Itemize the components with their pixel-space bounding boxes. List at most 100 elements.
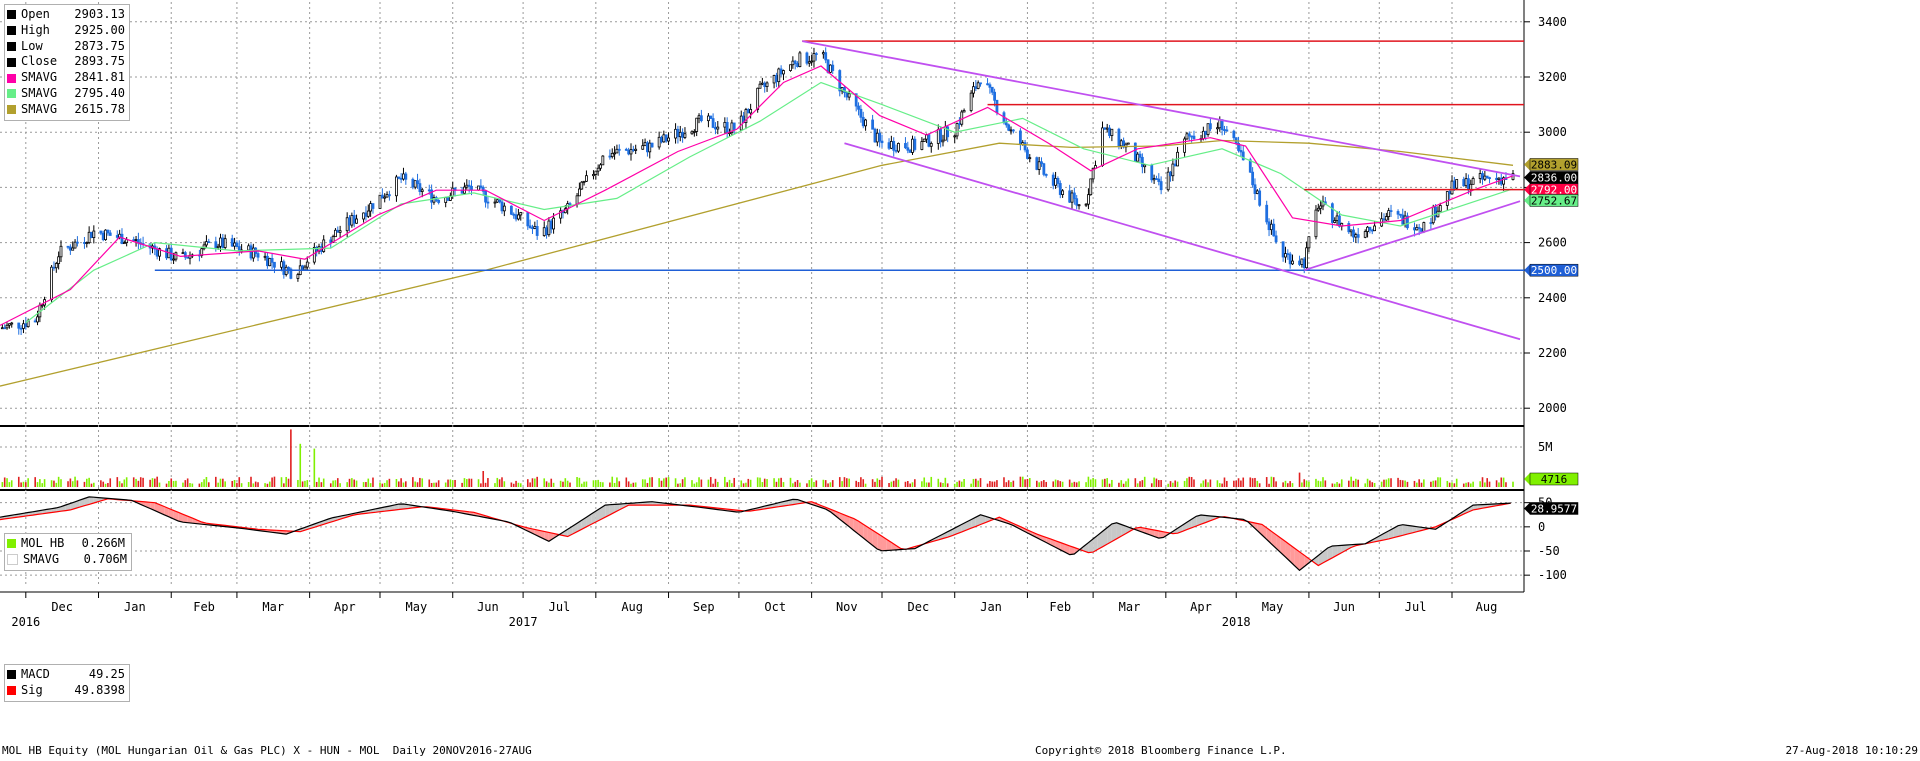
price-axis-tag-label: 2836.00	[1531, 171, 1577, 184]
volume-bar	[1432, 480, 1435, 487]
candle-body	[843, 87, 846, 93]
macd-fill	[389, 505, 395, 511]
candle-body	[402, 173, 405, 180]
volume-bar	[470, 478, 473, 487]
volume-bar	[121, 483, 123, 487]
macd-fill	[394, 504, 399, 511]
candle-body	[303, 266, 307, 271]
volume-bar	[526, 479, 529, 487]
volume-bar	[1355, 478, 1357, 487]
volume-bar	[548, 482, 550, 487]
candle-body	[1051, 174, 1055, 186]
month-tick-label: Sep	[693, 600, 715, 614]
volume-bar	[864, 483, 867, 487]
volume-bar	[559, 480, 562, 487]
volume-bar	[435, 482, 438, 487]
volume-bar	[100, 480, 102, 487]
candle-body	[875, 132, 879, 143]
macd-axis-tag-label: 28.9577	[1531, 502, 1577, 515]
candle-body	[763, 82, 767, 87]
volume-bar	[1484, 482, 1486, 487]
volume-bar	[775, 481, 778, 487]
volume-bar	[1455, 478, 1458, 487]
macd-fill	[168, 508, 174, 519]
volume-bar	[1036, 480, 1038, 487]
volume-bar	[379, 482, 381, 487]
candle-body	[1251, 171, 1255, 186]
volume-bar	[158, 482, 161, 487]
volume-bar	[412, 477, 414, 487]
candle-body	[383, 196, 387, 199]
candle-body	[1300, 258, 1304, 265]
candle-body	[643, 142, 647, 147]
candle-body	[1225, 129, 1229, 132]
candle-body	[631, 149, 635, 151]
candle-body	[1462, 179, 1466, 187]
candle-body	[1136, 153, 1140, 162]
volume-bar	[1010, 482, 1012, 487]
volume-bar	[1054, 479, 1057, 487]
candle-body	[568, 203, 572, 206]
volume-bar	[860, 477, 862, 487]
volume-bar	[930, 476, 933, 487]
volume-bar	[1338, 483, 1341, 487]
volume-bar	[149, 479, 151, 487]
volume-bar	[215, 476, 217, 487]
macd-fill	[891, 542, 897, 551]
candle-body	[420, 189, 424, 192]
candle-body	[514, 214, 518, 220]
volume-bar	[83, 481, 86, 487]
candle-body	[772, 75, 776, 84]
candle-body	[1011, 129, 1015, 132]
candle-body	[798, 52, 802, 67]
macd-fill	[1271, 531, 1277, 549]
volume-bar	[876, 478, 879, 487]
volume-bar	[60, 479, 62, 487]
volume-bar	[1085, 482, 1087, 487]
volume-bar	[1092, 477, 1094, 487]
volume-bar	[1251, 478, 1254, 487]
volume-bar	[806, 483, 808, 487]
volume-bar	[597, 479, 599, 487]
volume-bar	[271, 477, 273, 487]
legend-entry-close: Close 2893.75	[7, 54, 125, 70]
volume-bar	[977, 480, 979, 487]
macd-fill	[1473, 504, 1478, 510]
macd-fill	[1299, 551, 1305, 571]
volume-bar	[855, 480, 857, 487]
candle-body	[1056, 178, 1060, 184]
candle-body	[552, 217, 555, 230]
volume-bar	[1340, 479, 1343, 487]
candle-body	[364, 212, 368, 217]
price-axis-tag-box	[1529, 194, 1579, 207]
volume-bar	[172, 480, 175, 487]
candle-body	[1119, 140, 1123, 147]
candle-body	[894, 149, 898, 152]
volume-bar	[1188, 476, 1191, 487]
volume-bar	[1469, 483, 1472, 487]
volume-bar	[55, 482, 58, 487]
candle-body	[641, 145, 645, 150]
volume-bar	[1193, 479, 1195, 487]
volume-bar	[1233, 480, 1235, 487]
volume-bar	[395, 479, 398, 487]
volume-bar	[332, 480, 334, 487]
candle-body	[1502, 177, 1506, 185]
macd-fill	[1280, 538, 1286, 558]
volume-bar	[184, 480, 187, 487]
volume-bar	[1120, 480, 1123, 487]
legend-value: 2893.75	[74, 54, 125, 69]
volume-bar	[280, 477, 283, 487]
volume-bar	[273, 476, 276, 487]
candle-body	[336, 229, 340, 233]
volume-bar	[367, 478, 370, 487]
candle-body	[416, 180, 419, 184]
volume-bar	[550, 478, 553, 487]
volume-bar	[1291, 483, 1294, 487]
candle-body	[251, 247, 255, 259]
macd-fill	[1107, 523, 1112, 545]
candle-body	[744, 109, 748, 124]
macd-fill	[1252, 522, 1258, 531]
volume-bar	[580, 483, 583, 487]
volume-bar	[1169, 481, 1172, 487]
